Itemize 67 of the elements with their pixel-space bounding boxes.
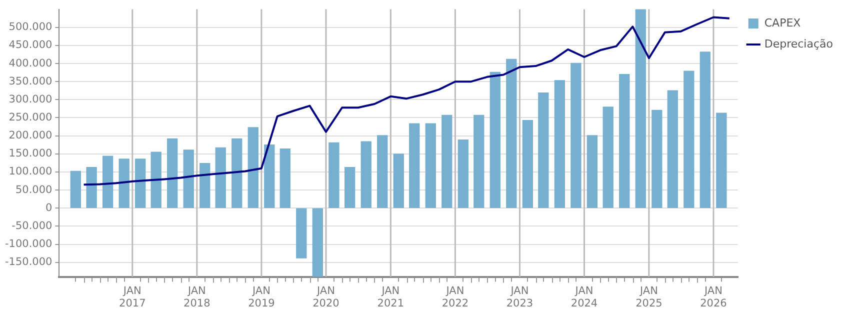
x-tick-label: JAN 2020 [312,284,340,310]
bar [264,144,275,208]
y-tick-label: -50.000 [12,220,52,232]
bar [393,154,404,208]
bar [474,114,484,208]
bar [344,166,356,208]
x-tick-label: JAN 2024 [570,284,598,310]
x-tick-label: JAN 2025 [636,284,662,310]
bar [409,123,420,208]
bar [150,152,162,208]
bar [135,158,146,208]
x-tick-label: JAN 2017 [119,284,146,310]
y-tick-label: 400.000 [8,57,52,70]
bar [522,120,534,208]
y-tick-label: 350.000 [8,75,52,88]
bar [652,110,662,208]
y-tick-label: 250.000 [8,111,52,124]
bar [570,62,582,208]
bar [102,156,114,208]
x-tick-label: JAN 2022 [442,284,469,310]
bar [602,106,614,208]
bar [70,170,81,208]
bar [183,150,194,208]
bar [716,112,727,208]
bar [232,138,242,208]
y-tick-label: 450.000 [8,39,52,52]
y-tick-label: 300.000 [8,93,52,106]
x-tick-label: JAN 2026 [700,284,728,310]
x-tick-label: JAN 2018 [184,284,210,310]
bar [328,142,340,208]
x-tick-label: JAN 2021 [377,284,404,310]
bar [586,135,598,208]
bar [280,148,290,208]
y-tick-label: -100.000 [4,238,52,250]
bar [425,123,436,208]
y-tick-label: 0 [46,202,52,214]
bar [296,208,307,258]
bar [200,162,210,208]
y-tick-label: 100.000 [8,166,52,178]
bar [167,138,178,208]
bar [86,166,97,208]
bar [360,141,372,208]
bar [118,158,130,208]
bar [312,208,323,277]
bar [248,127,258,208]
y-tick-label: 500.000 [8,21,52,34]
legend-label: CAPEX [764,16,802,30]
legend-label: Depreciação [764,37,834,50]
bar [700,52,710,208]
x-tick-label: JAN 2019 [248,284,275,310]
bar [490,72,500,208]
x-tick-label: JAN 2023 [506,284,534,310]
bar [554,80,566,208]
bar [377,135,388,208]
y-tick-label: 200.000 [8,130,52,142]
bar [667,90,678,208]
bar [215,147,226,208]
bar [442,114,452,208]
bar [619,74,630,208]
bar [684,70,694,208]
y-tick-label: 50.000 [15,184,52,196]
bar [458,139,468,208]
bar [538,92,549,208]
y-tick-label: -150.000 [4,256,52,268]
y-tick-label: 150.000 [8,148,52,160]
bar [635,9,646,208]
bar [506,58,517,208]
